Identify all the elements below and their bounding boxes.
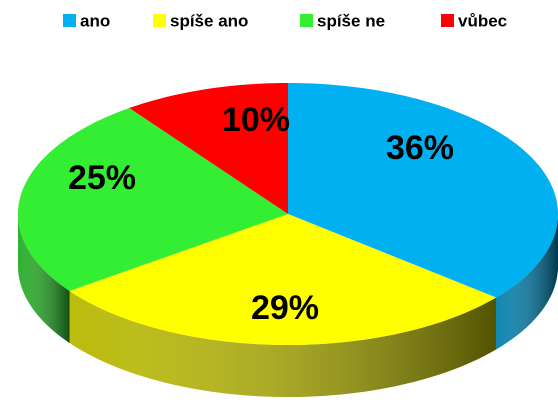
slice-side-shade (18, 214, 70, 343)
data-label: 25% (68, 159, 136, 197)
slice (288, 83, 558, 298)
data-label: 36% (386, 129, 454, 167)
slice (18, 108, 288, 291)
slice-side-shade (496, 214, 558, 350)
legend-swatch (63, 14, 76, 27)
legend-swatch (153, 14, 166, 27)
legend-label: vůbec (458, 11, 507, 30)
legend-label: spíše ano (170, 11, 248, 30)
slice (129, 83, 288, 214)
slice (69, 214, 497, 345)
data-label: 10% (222, 101, 290, 139)
slice-side-shade (69, 290, 497, 397)
data-label: 29% (251, 289, 319, 327)
pie: 36% 29% 25% 10% (18, 83, 558, 397)
legend: ano spíše ano spíše ne vůbec (63, 11, 507, 30)
legend-swatch (300, 14, 313, 27)
legend-label: spíše ne (317, 11, 385, 30)
legend-label: ano (80, 11, 110, 30)
legend-swatch (441, 14, 454, 27)
